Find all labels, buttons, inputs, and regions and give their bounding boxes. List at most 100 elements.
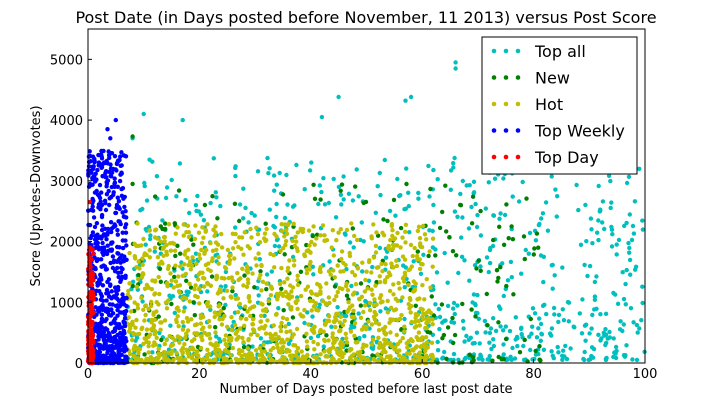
point-hot bbox=[201, 235, 206, 240]
point-top-all bbox=[214, 195, 219, 200]
point-top-all bbox=[262, 313, 267, 318]
point-top-all bbox=[543, 200, 549, 205]
point-new bbox=[522, 337, 527, 343]
point-hot bbox=[408, 310, 413, 315]
point-top-all-outlier bbox=[180, 117, 185, 123]
y-tick-label: 1000 bbox=[50, 296, 83, 311]
point-top-all bbox=[237, 202, 243, 207]
point-hot bbox=[173, 263, 178, 268]
point-hot bbox=[340, 322, 346, 328]
point-top-all bbox=[464, 333, 469, 339]
point-hot bbox=[423, 355, 428, 360]
point-hot bbox=[311, 339, 316, 345]
point-hot bbox=[250, 271, 255, 276]
point-top-all bbox=[578, 242, 584, 247]
point-new bbox=[511, 292, 516, 297]
point-hot bbox=[379, 261, 384, 267]
point-top-weekly bbox=[92, 224, 98, 230]
point-top-all bbox=[526, 251, 531, 256]
point-top-weekly bbox=[119, 347, 124, 352]
point-top-all bbox=[265, 155, 270, 161]
point-top-all bbox=[144, 198, 150, 203]
point-top-weekly bbox=[109, 226, 115, 231]
point-hot bbox=[349, 221, 354, 226]
point-hot bbox=[373, 243, 379, 249]
point-top-all bbox=[466, 337, 471, 342]
point-top-all bbox=[218, 203, 223, 209]
point-top-all bbox=[326, 200, 331, 206]
point-hot bbox=[194, 261, 199, 266]
point-hot bbox=[344, 336, 349, 341]
point-hot bbox=[393, 296, 398, 302]
point-top-all bbox=[549, 174, 554, 179]
point-hot bbox=[383, 262, 388, 267]
point-hot bbox=[416, 354, 421, 359]
point-hot bbox=[380, 350, 385, 355]
point-top-all bbox=[366, 278, 372, 283]
point-hot bbox=[304, 271, 310, 276]
point-hot bbox=[202, 284, 207, 289]
point-top-day-outlier bbox=[87, 199, 92, 205]
point-top-weekly bbox=[120, 186, 126, 191]
point-hot bbox=[396, 280, 401, 286]
point-top-all bbox=[549, 326, 555, 331]
point-top-all bbox=[255, 169, 261, 174]
point-top-all bbox=[455, 214, 460, 219]
point-top-all bbox=[616, 237, 622, 243]
point-hot bbox=[176, 274, 181, 279]
point-top-all bbox=[322, 202, 328, 207]
point-top-all bbox=[617, 327, 623, 332]
point-top-all bbox=[541, 347, 547, 352]
point-new bbox=[458, 203, 464, 208]
point-top-all bbox=[487, 353, 492, 359]
point-top-all bbox=[196, 209, 201, 214]
point-new bbox=[178, 251, 183, 256]
point-top-all bbox=[361, 239, 366, 244]
point-hot bbox=[245, 244, 250, 249]
point-hot bbox=[367, 300, 373, 306]
point-hot bbox=[291, 263, 297, 268]
point-hot bbox=[284, 317, 290, 322]
point-hot bbox=[352, 333, 357, 339]
point-top-weekly bbox=[105, 279, 110, 285]
point-top-all bbox=[404, 166, 409, 171]
point-hot bbox=[400, 335, 405, 341]
point-top-day bbox=[90, 310, 95, 315]
point-top-weekly bbox=[98, 199, 103, 204]
point-new bbox=[398, 225, 404, 231]
point-top-all bbox=[602, 226, 607, 232]
point-top-all bbox=[223, 269, 229, 275]
point-top-weekly bbox=[94, 355, 100, 361]
point-hot bbox=[225, 247, 231, 253]
point-hot bbox=[244, 264, 250, 269]
legend-label: New bbox=[535, 69, 570, 88]
point-top-all bbox=[452, 155, 457, 161]
point-top-all bbox=[596, 332, 601, 337]
point-top-all bbox=[618, 319, 623, 324]
point-top-all bbox=[538, 253, 544, 258]
point-top-all bbox=[608, 205, 613, 211]
point-top-all bbox=[437, 326, 442, 332]
point-top-all bbox=[266, 171, 271, 176]
point-hot bbox=[283, 228, 289, 233]
point-top-all bbox=[582, 349, 587, 355]
point-hot bbox=[312, 242, 317, 247]
point-hot bbox=[420, 317, 426, 322]
point-top-all bbox=[632, 199, 638, 204]
point-top-all bbox=[598, 312, 603, 317]
point-top-all bbox=[427, 194, 432, 199]
point-top-all bbox=[536, 222, 542, 228]
point-hot bbox=[279, 320, 284, 326]
point-top-weekly bbox=[108, 220, 114, 225]
point-top-all bbox=[310, 314, 315, 319]
point-top-all bbox=[143, 242, 148, 247]
point-top-all bbox=[585, 273, 590, 279]
point-hot bbox=[203, 229, 208, 234]
point-top-all bbox=[431, 202, 436, 208]
point-top-all bbox=[604, 340, 609, 346]
point-hot bbox=[304, 248, 309, 254]
point-top-all bbox=[286, 321, 291, 327]
point-hot bbox=[247, 299, 252, 304]
point-hot bbox=[264, 281, 269, 286]
point-top-weekly bbox=[118, 310, 123, 315]
